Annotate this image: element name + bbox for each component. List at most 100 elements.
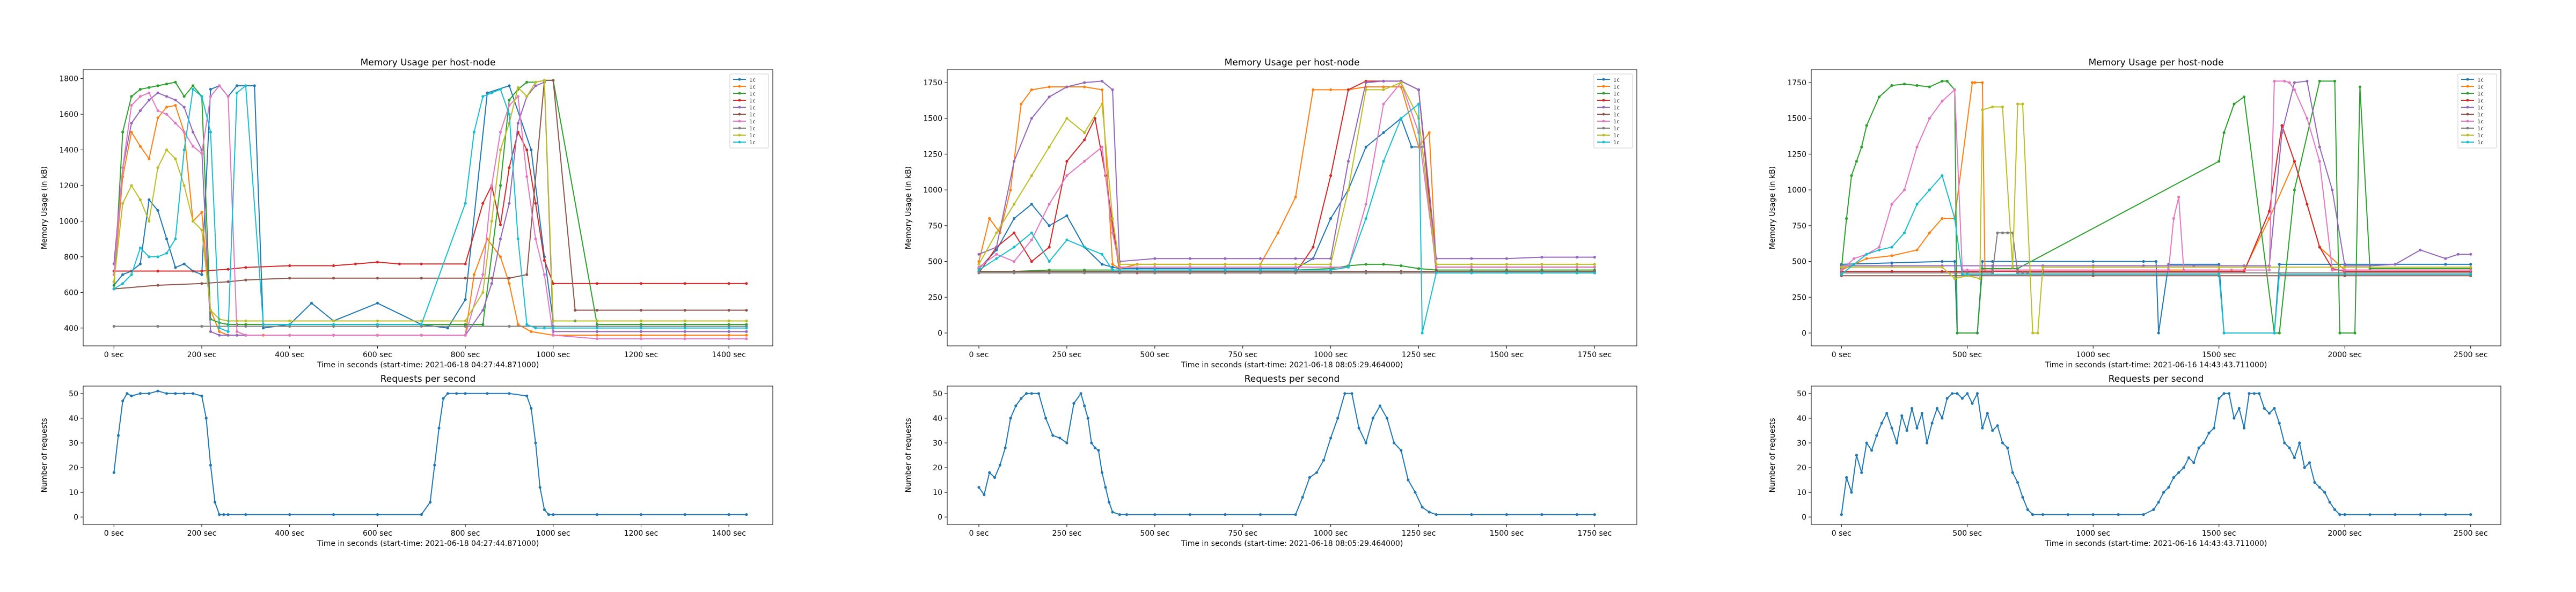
data-point [1346,188,1350,191]
data-point [1853,263,1856,266]
data-point [420,277,423,280]
data-point [1981,108,1984,112]
x-tick-label: 1500 sec [1490,351,1524,359]
data-point [376,334,379,337]
data-point [1294,269,1297,272]
legend-marker [1602,92,1605,95]
data-point [1878,248,1881,251]
data-point [1505,263,1508,266]
data-point [262,327,265,330]
data-point [1941,79,1944,83]
data-point [200,228,203,232]
data-point [1935,406,1939,410]
series-group [977,392,1596,516]
y-tick-label: 10 [69,489,78,497]
y-tick-label: 10 [1797,489,1806,497]
data-point [1308,476,1311,479]
data-point [1435,263,1438,266]
x-tick-label: 0 sec [969,529,989,538]
data-point [1100,471,1104,474]
x-tick-label: 2000 sec [2328,529,2362,538]
data-point [508,166,511,169]
data-point [2306,79,2309,83]
data-point [1470,513,1473,516]
data-point [200,211,203,214]
data-point [1885,412,1889,415]
legend-marker [2466,120,2469,123]
data-point [2218,273,2221,276]
data-point [235,330,239,334]
data-point [1915,203,1919,206]
data-point [2218,265,2221,269]
y-tick-label: 20 [933,464,942,472]
y-tick-label: 1000 [923,186,942,195]
data-point [1971,81,1974,84]
data-point [2237,406,2241,410]
data-point [1020,397,1023,400]
data-point [121,282,125,285]
y-axis-label: Number of requests [40,418,49,492]
data-point [1956,392,1959,395]
data-point [1865,253,1868,256]
data-point [1013,217,1016,220]
data-point [138,262,142,265]
data-point [1941,417,1944,420]
data-point [200,273,203,276]
data-point [639,327,643,330]
y-tick-label: 40 [933,415,942,423]
data-point [1329,436,1333,440]
legend-marker [738,120,741,123]
legend-marker [1602,78,1605,81]
data-point [1540,513,1543,516]
x-tick-label: 1400 sec [712,529,746,538]
data-point [1048,95,1051,99]
data-point [2368,264,2372,268]
data-point [226,268,230,271]
data-point [148,91,151,94]
data-point [218,334,221,337]
data-point [2006,231,2009,234]
data-point [1953,277,1956,280]
data-point [1357,426,1360,430]
data-point [508,113,511,116]
data-point [112,324,115,328]
data-point [1364,88,1367,91]
data-point [182,392,186,395]
data-point [1364,203,1367,206]
data-point [490,184,493,187]
chart-6: Requests per second 0 sec 500 sec 1000 sec 1… [1768,374,2501,548]
y-tick-label: 1000 [59,217,78,226]
data-point [2001,105,2004,108]
data-point [1975,331,1979,335]
data-point [156,324,159,328]
data-point [516,323,519,326]
data-point [727,337,730,341]
data-point [1996,424,1999,427]
data-point [1312,88,1315,91]
legend-label: 1c [2477,84,2484,90]
data-point [1540,263,1543,266]
data-point [2091,260,2095,263]
data-point [2313,481,2316,484]
data-point [2154,260,2158,263]
data-point [156,389,159,393]
data-point [1083,81,1086,84]
data-point [499,148,502,152]
data-point [508,277,511,280]
data-point [244,84,247,87]
data-point [420,513,423,516]
data-point [2182,466,2185,469]
data-point [182,262,186,265]
x-tick-label: 500 sec [1952,351,1982,359]
data-point [1111,269,1114,272]
data-point [2338,331,2341,335]
data-point [420,262,423,265]
data-point [200,95,203,98]
x-tick-label: 600 sec [363,351,392,359]
data-point [2026,508,2029,512]
data-point [1014,404,1018,408]
x-axis-label: Time in seconds (start-time: 2021-06-18 … [1181,539,1403,548]
data-point [1100,102,1104,106]
data-point [552,513,555,516]
